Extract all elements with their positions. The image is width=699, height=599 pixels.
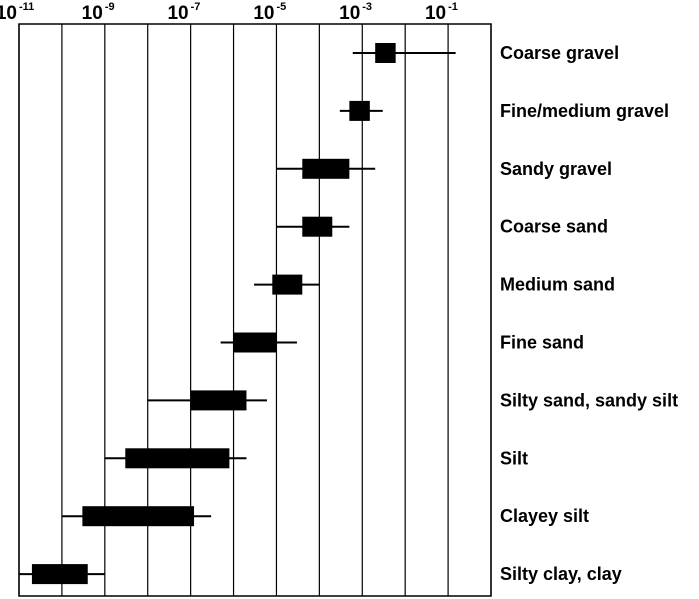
category-label: Fine/medium gravel <box>500 101 669 121</box>
category-label: Silt <box>500 448 528 468</box>
range-bar <box>339 100 383 121</box>
range-bar <box>254 274 320 295</box>
category-label: Medium sand <box>500 275 615 295</box>
x-tick-label: 10 -1 <box>425 1 458 24</box>
typical-range-box <box>349 100 370 121</box>
tick-exponent: -11 <box>19 1 34 13</box>
tick-base: 10 <box>339 3 360 24</box>
range-bar <box>220 332 297 353</box>
grid-lines <box>18 23 492 597</box>
category-label: Coarse sand <box>500 217 608 237</box>
category-label: Sandy gravel <box>500 159 612 179</box>
x-tick-label: 10 -7 <box>167 1 200 24</box>
tick-exponent: -5 <box>276 1 286 13</box>
category-label: Silty clay, clay <box>500 564 622 584</box>
typical-range-box <box>125 448 230 469</box>
tick-exponent: -3 <box>362 1 372 13</box>
x-tick-label: 10 -9 <box>82 1 115 24</box>
category-label: Coarse gravel <box>500 43 619 63</box>
category-labels: Coarse gravel Fine/medium gravel Sandy gra… <box>500 43 678 584</box>
range-bar <box>147 390 267 411</box>
typical-range-box <box>233 332 277 353</box>
category-label: Clayey silt <box>500 506 589 526</box>
tick-base: 10 <box>425 3 446 24</box>
range-bar <box>276 158 376 179</box>
x-tick-labels: 10 -11 10 -9 10 -7 10 -5 10 -3 10 -1 <box>0 1 458 24</box>
x-tick-label: 10 -11 <box>0 1 34 24</box>
range-bars <box>19 43 456 585</box>
tick-base: 10 <box>82 3 103 24</box>
tick-base: 10 <box>0 3 17 24</box>
tick-exponent: -7 <box>191 1 201 13</box>
typical-range-box <box>31 564 88 585</box>
typical-range-box <box>302 216 333 237</box>
tick-exponent: -9 <box>105 1 115 13</box>
x-tick-label: 10 -3 <box>339 1 372 24</box>
typical-range-box <box>302 158 350 179</box>
category-label: Silty sand, sandy silt <box>500 390 678 410</box>
x-tick-label: 10 -5 <box>253 1 286 24</box>
typical-range-box <box>375 43 396 63</box>
range-bar <box>104 448 247 469</box>
typical-range-box <box>272 274 303 295</box>
typical-range-box <box>190 390 247 411</box>
tick-base: 10 <box>253 3 274 24</box>
category-label: Fine sand <box>500 333 584 353</box>
range-bar <box>61 506 212 527</box>
range-bar <box>276 216 350 237</box>
range-bar <box>19 564 105 585</box>
tick-exponent: -1 <box>448 1 458 13</box>
tick-base: 10 <box>167 3 188 24</box>
range-bar <box>352 43 456 63</box>
typical-range-box <box>82 506 195 527</box>
